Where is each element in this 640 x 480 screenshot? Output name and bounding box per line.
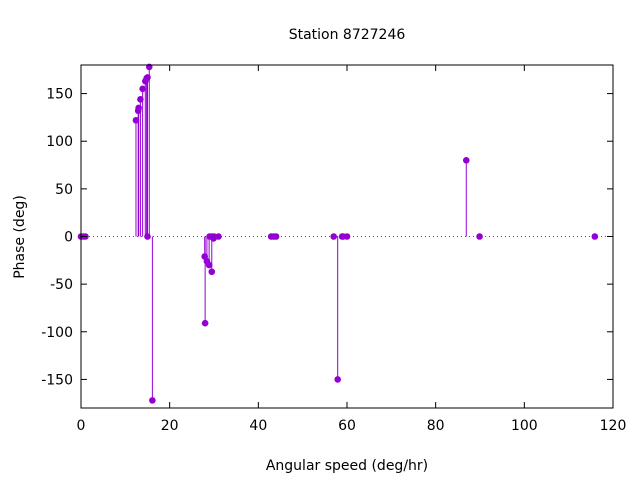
data-point <box>208 268 216 276</box>
y-tick-label: -150 <box>41 372 73 388</box>
y-tick-label: 100 <box>46 134 73 150</box>
chart-title: Station 8727246 <box>289 27 406 43</box>
data-point <box>137 96 144 103</box>
data-point <box>272 233 280 240</box>
y-tick-label: -100 <box>41 325 73 341</box>
x-tick-label: 20 <box>161 418 179 434</box>
x-tick-label: 80 <box>427 418 445 434</box>
data-point <box>476 233 483 240</box>
data-point <box>334 376 341 383</box>
data-point <box>462 156 470 164</box>
data-point <box>149 397 156 404</box>
data-point <box>591 233 599 240</box>
data-point <box>144 74 151 81</box>
y-tick-label: 0 <box>64 230 73 246</box>
x-tick-label: 40 <box>249 418 267 434</box>
data-point <box>343 233 351 240</box>
data-point <box>205 261 213 269</box>
data-point <box>135 104 142 112</box>
plot-frame <box>80 64 614 409</box>
data-point <box>330 233 338 240</box>
x-axis-label: Angular speed (deg/hr) <box>266 458 428 474</box>
x-tick-label: 120 <box>600 418 627 434</box>
data-point <box>215 233 222 240</box>
x-tick-label: 100 <box>511 418 538 434</box>
data-point <box>201 319 209 327</box>
x-tick-label: 60 <box>338 418 356 434</box>
x-tick-label: 0 <box>77 418 86 434</box>
y-tick-label: 150 <box>46 87 73 103</box>
y-tick-label: 50 <box>55 182 73 198</box>
data-point <box>132 116 140 124</box>
data-point <box>139 85 146 93</box>
y-tick-label: -50 <box>50 277 73 293</box>
y-axis-label: Phase (deg) <box>12 195 28 279</box>
data-point <box>144 233 151 240</box>
